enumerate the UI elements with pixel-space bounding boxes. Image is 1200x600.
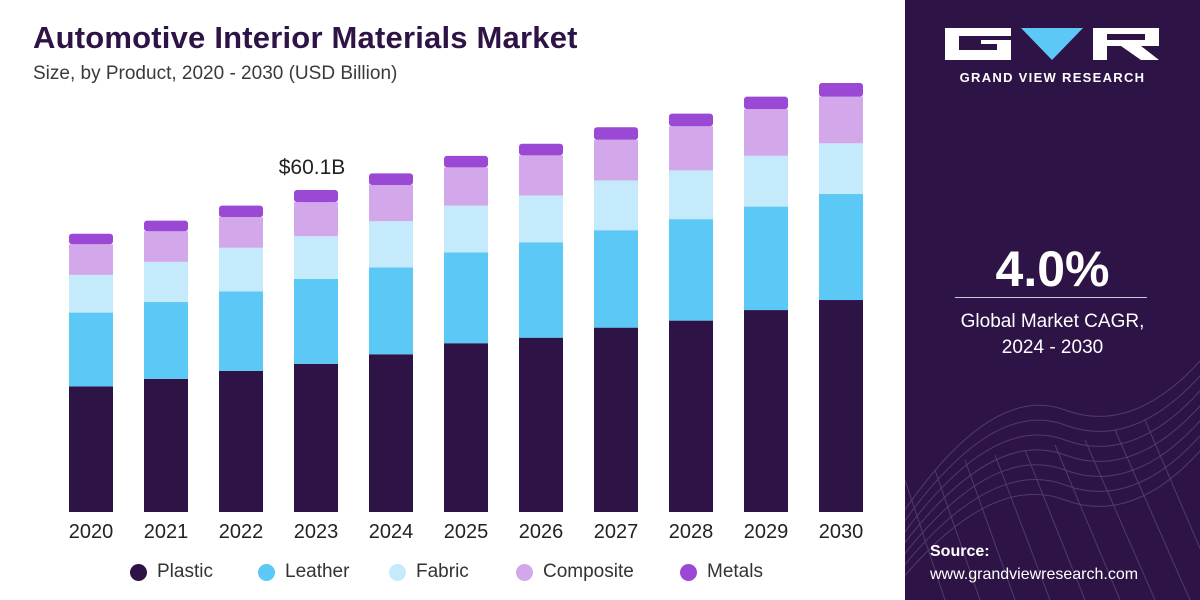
wave-pattern-graphic	[905, 360, 1200, 600]
legend-label-fabric: Fabric	[416, 561, 469, 582]
legend-swatch-metals	[680, 563, 697, 581]
bar-segment-metals-2028	[669, 113, 713, 127]
bar-segment-plastic-2027	[594, 327, 638, 512]
bar-segment-composite-2024	[369, 184, 413, 222]
bar-segment-leather-2028	[669, 219, 713, 321]
bar-segment-fabric-2030	[819, 143, 863, 195]
x-tick-label-2022: 2022	[219, 521, 264, 543]
legend-item-plastic: Plastic	[130, 561, 213, 583]
bar-segment-plastic-2024	[369, 354, 413, 512]
bar-segment-leather-2030	[819, 194, 863, 301]
x-tick-label-2025: 2025	[444, 521, 489, 543]
bar-segment-plastic-2020	[69, 386, 113, 512]
legend-label-metals: Metals	[707, 561, 763, 582]
bar-segment-plastic-2030	[819, 300, 863, 512]
bar-segment-leather-2024	[369, 267, 413, 355]
bar-segment-leather-2021	[144, 302, 188, 379]
legend-swatch-leather	[258, 563, 275, 581]
bar-segment-leather-2023	[294, 278, 338, 364]
bar-segment-metals-2023	[294, 190, 338, 203]
bar-segment-fabric-2022	[219, 247, 263, 292]
sidebar-panel: GRAND VIEW RESEARCH 4.0% Global Market C…	[905, 0, 1200, 600]
bar-segment-fabric-2023	[294, 236, 338, 279]
cagr-label: Global Market CAGR, 2024 - 2030	[905, 309, 1200, 361]
bar-segment-composite-2029	[744, 109, 788, 156]
bar-segment-plastic-2025	[444, 343, 488, 512]
bar-segment-composite-2020	[69, 244, 113, 275]
data-label-2023: $60.1B	[279, 156, 346, 179]
bar-segment-plastic-2026	[519, 337, 563, 512]
bar-segment-plastic-2028	[669, 320, 713, 512]
legend-label-composite: Composite	[543, 561, 634, 582]
cagr-label-line1: Global Market CAGR,	[960, 311, 1145, 332]
legend-item-metals: Metals	[680, 561, 763, 583]
bar-segment-metals-2021	[144, 220, 188, 232]
x-tick-label-2024: 2024	[369, 521, 414, 543]
bar-segment-plastic-2023	[294, 363, 338, 512]
bar-segment-fabric-2028	[669, 170, 713, 220]
bar-segment-composite-2021	[144, 231, 188, 262]
bar-segment-fabric-2027	[594, 180, 638, 231]
legend-item-leather: Leather	[258, 561, 349, 583]
legend-label-leather: Leather	[285, 561, 350, 582]
gvr-logo	[945, 28, 1159, 60]
stacked-bar-chart: 2020 2021 2022 2023 $60.1B 2024 2025 2026 2027 20…	[69, 83, 864, 543]
brand-name: GRAND VIEW RESEARCH	[959, 70, 1146, 85]
bar-segment-leather-2025	[444, 252, 488, 344]
bar-segment-metals-2029	[744, 96, 788, 110]
chart-subtitle: Size, by Product, 2020 - 2030 (USD Billi…	[33, 63, 398, 84]
cagr-value: 4.0%	[995, 241, 1110, 297]
bar-segment-leather-2029	[744, 206, 788, 311]
legend-label-plastic: Plastic	[157, 561, 213, 582]
bar-segment-metals-2025	[444, 155, 488, 168]
bar-segment-fabric-2026	[519, 195, 563, 243]
legend-swatch-composite	[516, 563, 533, 581]
bar-segment-composite-2027	[594, 139, 638, 181]
bar-segment-composite-2028	[669, 126, 713, 171]
bar-segment-metals-2020	[69, 233, 113, 245]
legend-swatch-fabric	[389, 563, 406, 581]
bar-segment-metals-2027	[594, 127, 638, 140]
bar-segment-metals-2030	[819, 83, 863, 97]
bar-segment-leather-2027	[594, 230, 638, 328]
x-tick-label-2020: 2020	[69, 521, 114, 543]
bar-segment-fabric-2020	[69, 274, 113, 313]
chart-legend: Plastic Leather Fabric Composite Metals	[0, 561, 905, 589]
source-label: Source:	[930, 543, 990, 560]
bar-segment-metals-2024	[369, 173, 413, 185]
legend-item-fabric: Fabric	[389, 561, 469, 583]
bar-segment-composite-2025	[444, 167, 488, 206]
x-tick-label-2026: 2026	[519, 521, 564, 543]
legend-item-composite: Composite	[516, 561, 634, 583]
bar-segment-leather-2026	[519, 242, 563, 338]
bar-segment-leather-2022	[219, 291, 263, 371]
bar-segment-fabric-2024	[369, 221, 413, 268]
x-tick-label-2030: 2030	[819, 521, 864, 543]
bar-segment-plastic-2021	[144, 378, 188, 512]
bar-segment-composite-2023	[294, 202, 338, 237]
source-url[interactable]: www.grandviewresearch.com	[930, 566, 1139, 583]
bar-segment-composite-2030	[819, 96, 863, 144]
cagr-divider	[955, 297, 1147, 298]
bar-segment-composite-2022	[219, 217, 263, 248]
x-tick-label-2029: 2029	[744, 521, 789, 543]
x-tick-label-2027: 2027	[594, 521, 639, 543]
x-tick-label-2023: 2023	[294, 521, 339, 543]
legend-swatch-plastic	[130, 563, 147, 581]
x-tick-label-2028: 2028	[669, 521, 714, 543]
bar-segment-metals-2026	[519, 143, 563, 156]
bar-segment-fabric-2029	[744, 155, 788, 207]
bar-segment-plastic-2022	[219, 370, 263, 512]
bar-segment-composite-2026	[519, 155, 563, 196]
bar-segment-plastic-2029	[744, 310, 788, 512]
x-tick-label-2021: 2021	[144, 521, 189, 543]
bar-segment-metals-2022	[219, 205, 263, 218]
bar-segment-fabric-2025	[444, 205, 488, 253]
bar-segment-fabric-2021	[144, 261, 188, 303]
chart-panel: 2020 2021 2022 2023 $60.1B 2024 2025 2026 2027 20…	[0, 20, 905, 589]
bar-segment-leather-2020	[69, 312, 113, 387]
cagr-label-line2: 2024 - 2030	[1001, 337, 1104, 358]
chart-title: Automotive Interior Materials Market	[33, 20, 578, 55]
